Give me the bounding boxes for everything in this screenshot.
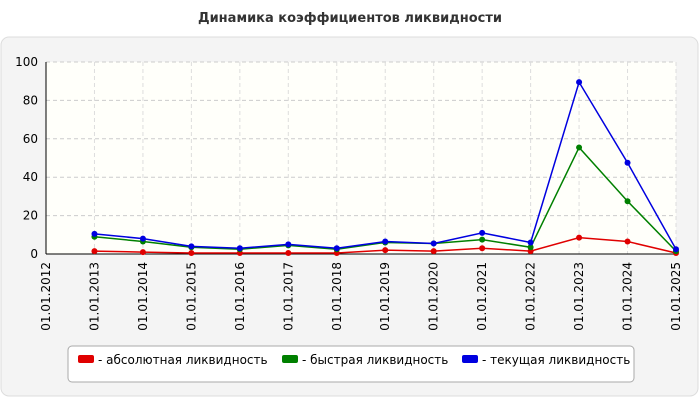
x-tick-label: 01.01.2021 bbox=[475, 262, 489, 331]
point bbox=[333, 245, 340, 252]
point bbox=[624, 238, 631, 245]
point bbox=[285, 250, 292, 257]
x-tick-label: 01.01.2018 bbox=[330, 262, 344, 331]
point bbox=[139, 249, 146, 256]
y-tick-label: 100 bbox=[15, 55, 38, 69]
point bbox=[624, 198, 631, 205]
x-tick-label: 01.01.2024 bbox=[621, 262, 635, 331]
point bbox=[576, 144, 583, 151]
y-tick-label: 60 bbox=[23, 132, 38, 146]
x-tick-label: 01.01.2019 bbox=[378, 262, 392, 331]
legend-label: - абсолютная ликвидность bbox=[98, 353, 268, 367]
point bbox=[139, 235, 146, 242]
x-tick-label: 01.01.2012 bbox=[39, 262, 53, 331]
legend-label: - быстрая ликвидность bbox=[302, 353, 448, 367]
point bbox=[576, 234, 583, 241]
y-tick-label: 40 bbox=[23, 170, 38, 184]
point bbox=[527, 239, 534, 246]
x-tick-label: 01.01.2025 bbox=[669, 262, 683, 331]
point bbox=[673, 246, 679, 253]
legend-swatch bbox=[282, 355, 298, 363]
legend-swatch bbox=[462, 355, 478, 363]
plot-area bbox=[46, 62, 676, 254]
point bbox=[188, 250, 195, 257]
point bbox=[91, 248, 98, 255]
point bbox=[188, 243, 195, 250]
point bbox=[479, 245, 486, 252]
x-tick-label: 01.01.2022 bbox=[524, 262, 538, 331]
point bbox=[527, 244, 534, 251]
point bbox=[382, 247, 389, 254]
point bbox=[430, 240, 437, 247]
point bbox=[236, 245, 243, 252]
point bbox=[479, 236, 486, 243]
point bbox=[430, 248, 437, 255]
point bbox=[285, 241, 292, 248]
y-tick-label: 80 bbox=[23, 93, 38, 107]
legend bbox=[67, 345, 635, 383]
point bbox=[479, 229, 486, 236]
x-tick-label: 01.01.2015 bbox=[184, 262, 198, 331]
point bbox=[624, 159, 631, 166]
x-tick-label: 01.01.2017 bbox=[281, 262, 295, 331]
x-tick-label: 01.01.2013 bbox=[87, 262, 101, 331]
x-tick-label: 01.01.2020 bbox=[427, 262, 441, 331]
y-tick-label: 20 bbox=[23, 209, 38, 223]
point bbox=[576, 79, 583, 86]
point bbox=[91, 230, 98, 237]
y-tick-label: 0 bbox=[30, 247, 38, 261]
legend-label: - текущая ликвидность bbox=[482, 353, 630, 367]
point bbox=[382, 238, 389, 245]
legend-swatch bbox=[78, 355, 94, 363]
x-tick-label: 01.01.2016 bbox=[233, 262, 247, 331]
x-tick-label: 01.01.2014 bbox=[136, 262, 150, 331]
chart-title: Динамика коэффициентов ликвидности bbox=[198, 11, 502, 26]
x-tick-label: 01.01.2023 bbox=[572, 262, 586, 331]
